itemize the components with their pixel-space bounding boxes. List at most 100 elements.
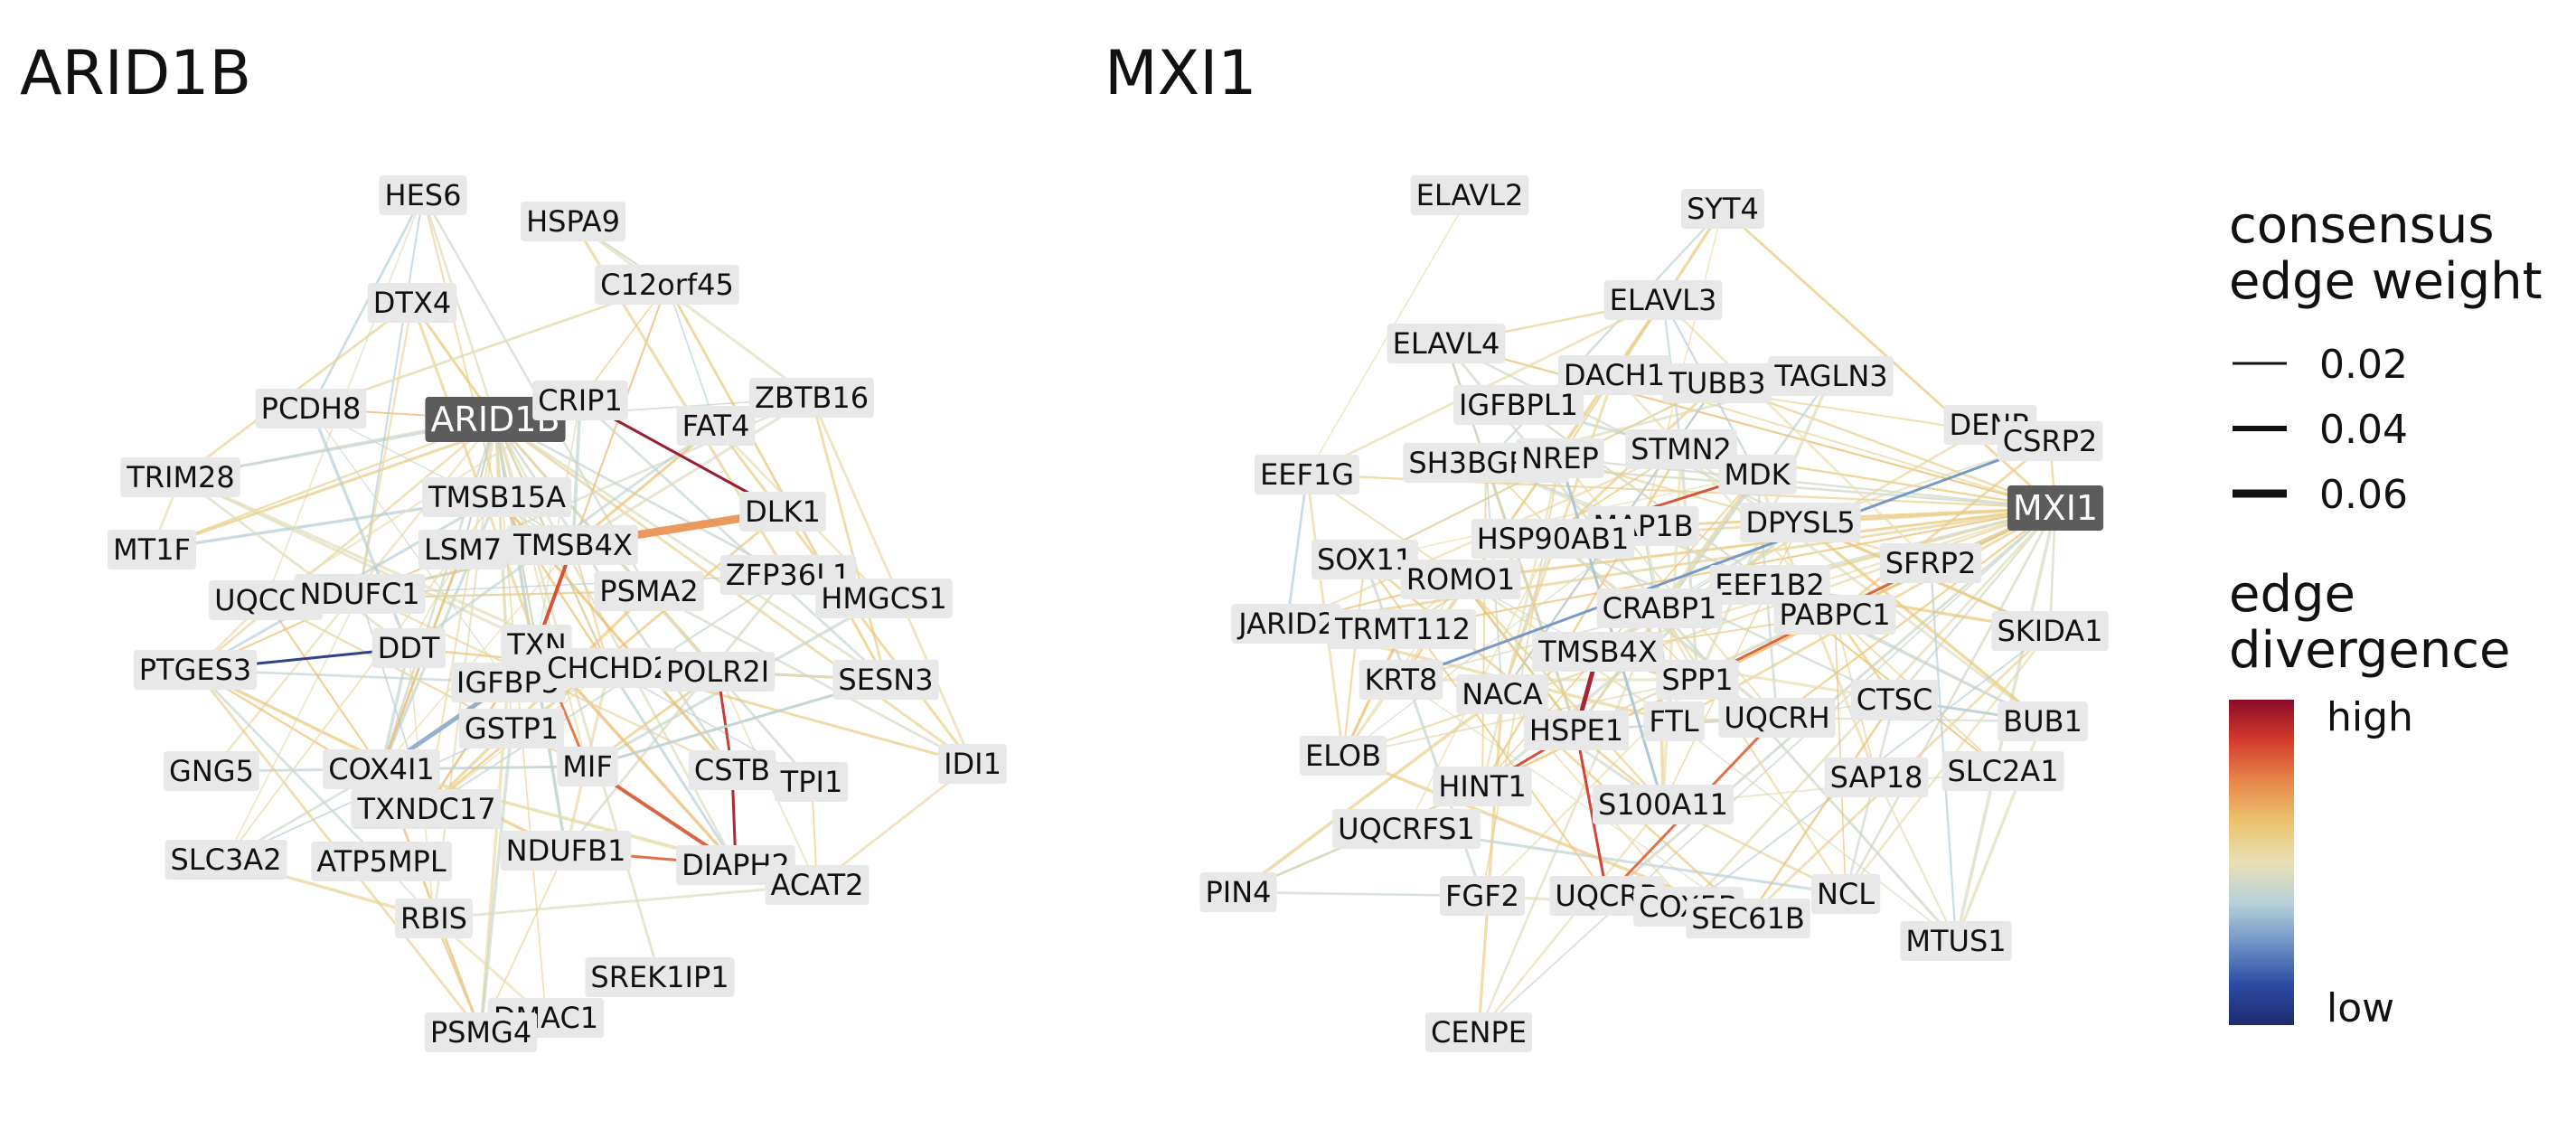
edge	[494, 418, 887, 682]
gene-node: PTGES3	[133, 650, 258, 690]
gene-node-label: PSMA2	[599, 574, 698, 608]
gene-node-box	[209, 580, 323, 620]
gene-node-label: NREP	[1521, 441, 1599, 475]
gene-node-box	[418, 530, 508, 570]
gene-node: IDI1	[938, 744, 1007, 784]
gene-node: SEC61B	[1686, 899, 1810, 938]
gene-node-label: ATP5MPL	[316, 844, 447, 879]
gene-node-label: MDK	[1724, 457, 1791, 492]
gene-node-box	[765, 865, 870, 905]
panel-title-mxi1: MXI1	[1105, 38, 1257, 109]
gene-node: ATP5MPL	[311, 842, 452, 881]
gene-node-box	[1718, 455, 1797, 494]
gene-node-box	[1603, 280, 1723, 320]
edge	[358, 302, 414, 595]
edge	[1341, 559, 1367, 757]
gene-node-label: ELAVL4	[1393, 326, 1500, 361]
gene-node-label: EEF1G	[1260, 457, 1354, 492]
gene-node-label: TPI1	[780, 765, 843, 799]
panel-title-arid1b: ARID1B	[20, 38, 251, 109]
gene-node: HSPE1	[1523, 711, 1630, 750]
gene-node-label: GNG5	[169, 754, 254, 788]
gene-node-box	[1900, 921, 2012, 961]
gene-node: LSM7	[418, 530, 508, 570]
gene-node-label: JARID2	[1236, 607, 1335, 641]
gene-node-label: HINT1	[1438, 769, 1526, 804]
gene-node-box	[1433, 767, 1532, 806]
gene-node: SREK1IP1	[585, 957, 735, 997]
gene-node-box	[774, 762, 849, 802]
gene-node: S100A11	[1593, 785, 1734, 824]
gene-node-box	[120, 457, 240, 497]
gene-node: SLC2A1	[1941, 751, 2064, 791]
gene-node: SESN3	[832, 660, 939, 700]
edge	[310, 408, 574, 546]
gene-node: TXNDC17	[351, 789, 502, 829]
legend-colorbar-high-label: high	[2327, 694, 2413, 740]
gene-node-label: DLK1	[745, 494, 821, 529]
edge	[426, 574, 789, 810]
gene-node-label: C12orf45	[600, 268, 734, 302]
gene-node-box	[1328, 609, 1477, 649]
gene-node-box	[1231, 604, 1341, 644]
gene-node-box	[379, 175, 467, 215]
edge	[665, 284, 888, 681]
gene-node-box	[1516, 438, 1604, 478]
gene-node-box	[815, 579, 953, 618]
edge	[1894, 507, 2056, 701]
legend: consensus edge weight 0.02 0.04 0.06 edg…	[2229, 196, 2543, 1031]
gene-node-box	[421, 477, 572, 517]
gene-node-label: TRMT112	[1334, 612, 1471, 646]
gene-node-box	[1299, 736, 1387, 776]
edge	[536, 400, 581, 645]
gene-node: FAT4	[676, 406, 756, 446]
gene-node-box	[688, 750, 776, 790]
gene-node-box	[1387, 324, 1506, 363]
edge	[1364, 474, 1758, 560]
gene-node: SKIDA1	[1991, 611, 2109, 651]
edge	[194, 419, 496, 671]
gene-node-box	[1625, 429, 1737, 469]
gene-node-label: SREK1IP1	[590, 960, 729, 994]
gene-node-box	[1991, 611, 2109, 651]
gene-node: TRIM28	[120, 457, 240, 497]
gene-node: MTUS1	[1900, 921, 2012, 961]
gene-node-label: SPP1	[1661, 663, 1733, 697]
gene-node-label: SAP18	[1830, 760, 1923, 795]
gene-node-box	[1332, 809, 1481, 849]
gene-node-label: ELAVL2	[1416, 178, 1524, 212]
gene-node: CSTB	[688, 750, 776, 790]
gene-node: TUBB3	[1662, 363, 1772, 403]
gene-node-label: UQCRH	[1724, 701, 1829, 735]
gene-node-label: DPYSL5	[1745, 505, 1855, 540]
gene-node: GSTP1	[458, 709, 565, 748]
gene-node-label: ZBTB16	[755, 381, 869, 415]
gene-node-box	[1453, 385, 1584, 425]
edge	[1559, 457, 1778, 719]
edge	[572, 396, 813, 547]
gene-node-box	[1998, 701, 2088, 741]
gene-node-box	[1686, 899, 1810, 938]
gene-node-box	[1997, 421, 2103, 461]
gene-node-label: TRIM28	[126, 460, 235, 494]
edge	[359, 574, 789, 595]
gene-node: NACA	[1456, 674, 1548, 714]
gene-node-label: SYT4	[1687, 192, 1759, 226]
gene-node-label: NDUFB1	[506, 833, 626, 868]
gene-node-label: TAGLN3	[1773, 359, 1887, 393]
gene-node-label: FGF2	[1445, 879, 1519, 913]
gene-node-box	[507, 525, 638, 565]
gene-node-label: ELOB	[1305, 739, 1381, 773]
gene-node-label: CRIP1	[538, 383, 623, 418]
gene-node: SFRP2	[1879, 543, 1982, 583]
gene-node-label: PTGES3	[139, 653, 252, 687]
gene-node: HMGCS1	[815, 579, 953, 618]
gene-node-box	[1850, 680, 1939, 720]
gene-node: ACAT2	[765, 865, 870, 905]
edge	[380, 647, 410, 770]
edge	[1478, 507, 2056, 1033]
gene-node-label: PABPC1	[1779, 598, 1890, 632]
gene-node-box	[1199, 872, 1277, 912]
edge	[421, 194, 499, 498]
